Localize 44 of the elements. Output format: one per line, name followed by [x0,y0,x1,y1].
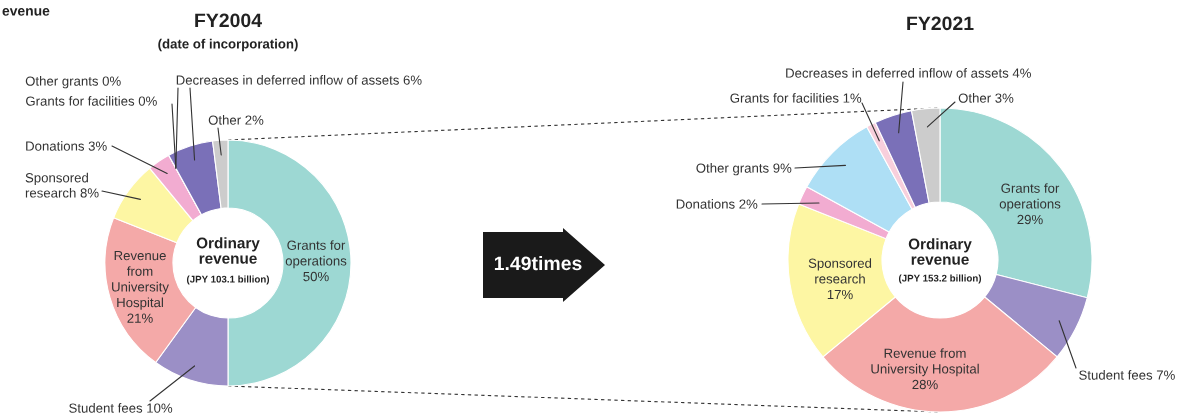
data-label: 2% [739,199,758,209]
category-label: Grants for facilities [26,96,135,106]
text: 0% [138,96,157,106]
slice-label: Student fees [69,403,143,413]
data-label: 7% [1156,370,1175,380]
data-label: 8% [80,188,99,198]
chart-subtitle: (date of incorporation) [158,38,298,52]
slice-label: Other grants [696,163,769,176]
slice-label: Decreases in deferred inflow of assets [176,75,399,85]
text: 0% [102,76,121,86]
slice-label: Grants for operations [285,240,347,269]
text: Ordinary revenue [196,237,260,264]
text: 1.49times [494,255,582,271]
data-label: 29% [1017,214,1043,225]
data-label: 21% [127,313,153,323]
data-label: 2% [245,115,264,125]
text: (JPY 153.2 billion) [898,274,982,284]
slice-label: Grants for facilities [730,93,839,103]
slice-label: Sponsored research [808,258,872,284]
text: (JPY 103.1 billion) [186,275,270,285]
slice-label: Donations [676,199,735,209]
data-label: 9% [773,163,792,173]
data-label: 3% [995,93,1014,103]
text: evenue [2,8,50,16]
category-label: Other grants [25,76,99,89]
data-label: 50% [303,271,329,282]
slice-label: Other [208,115,241,125]
slice-label: Revenue from University Hospital [871,348,979,377]
data-label: 10% [147,403,173,413]
slice-label: Donations [26,141,85,151]
data-label: 4% [1012,68,1031,78]
text: Ordinary revenue [908,238,972,265]
data-label: 28% [912,379,938,390]
slice-label: Decreases in deferred inflow of assets [786,68,1009,78]
slice-label: Other [958,93,991,103]
slice-label: Revenue from University Hospital [112,251,169,310]
data-label: 3% [88,141,107,151]
slice-label: Student fees [1079,370,1153,380]
data-label: 6% [403,75,422,85]
chart-title: FY2004 [195,13,262,28]
chart-title: FY2021 [907,16,974,31]
data-label: 1% [843,93,862,103]
data-label: 17% [827,289,853,300]
slice-label: Grants for operations [999,183,1061,212]
